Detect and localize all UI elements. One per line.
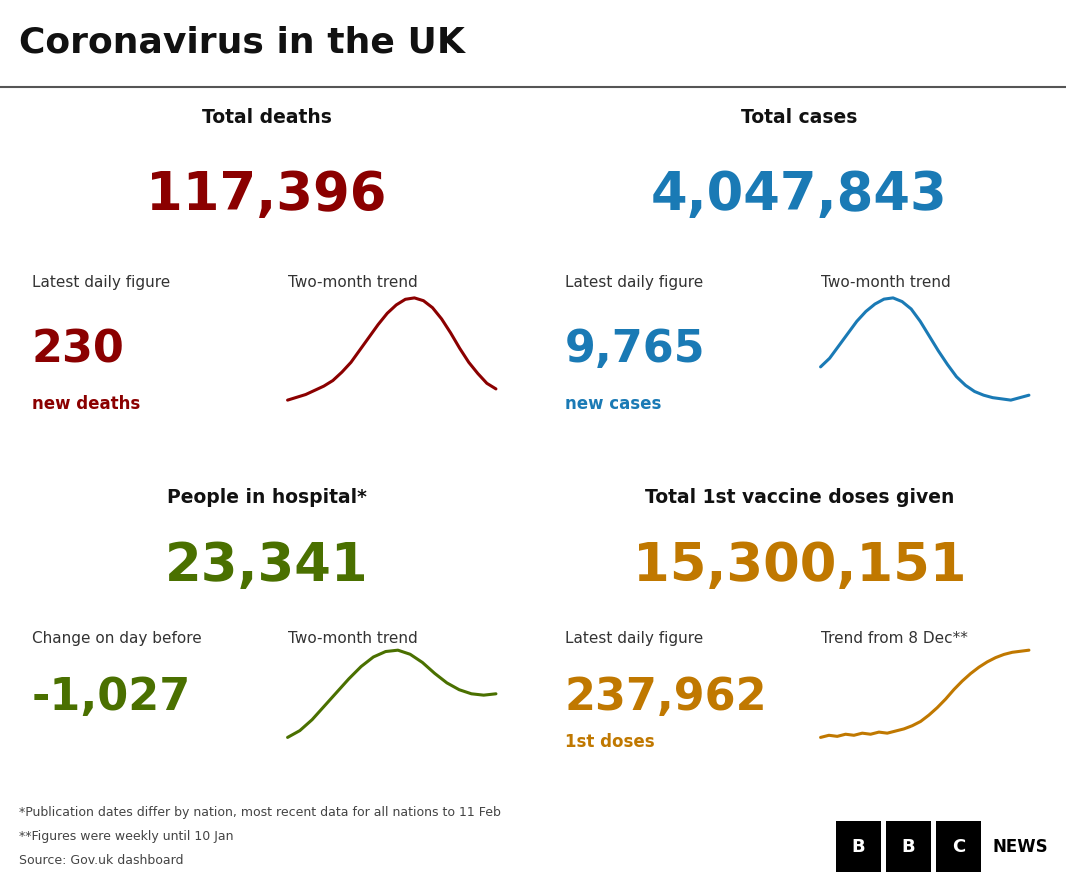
Text: Trend from 8 Dec**: Trend from 8 Dec** xyxy=(821,630,968,645)
Text: Latest daily figure: Latest daily figure xyxy=(565,630,704,645)
Text: People in hospital*: People in hospital* xyxy=(166,488,367,507)
Text: 15,300,151: 15,300,151 xyxy=(633,540,966,592)
Bar xyxy=(936,821,981,872)
Text: NEWS: NEWS xyxy=(992,838,1048,856)
Text: Latest daily figure: Latest daily figure xyxy=(565,275,704,290)
Text: new cases: new cases xyxy=(565,395,661,412)
Text: new deaths: new deaths xyxy=(32,395,141,412)
Text: 23,341: 23,341 xyxy=(164,540,369,592)
Text: Total deaths: Total deaths xyxy=(201,108,332,127)
Text: B: B xyxy=(852,838,865,856)
Text: Total cases: Total cases xyxy=(741,108,858,127)
Text: 230: 230 xyxy=(32,328,125,371)
Bar xyxy=(886,821,931,872)
Text: Two-month trend: Two-month trend xyxy=(288,275,418,290)
Text: 117,396: 117,396 xyxy=(146,169,387,221)
Text: **Figures were weekly until 10 Jan: **Figures were weekly until 10 Jan xyxy=(19,830,233,843)
Text: Two-month trend: Two-month trend xyxy=(821,275,951,290)
Text: -1,027: -1,027 xyxy=(32,676,191,719)
Text: Coronavirus in the UK: Coronavirus in the UK xyxy=(19,26,465,60)
Text: 9,765: 9,765 xyxy=(565,328,706,371)
Text: C: C xyxy=(952,838,965,856)
Text: Two-month trend: Two-month trend xyxy=(288,630,418,645)
Text: Source: Gov.uk dashboard: Source: Gov.uk dashboard xyxy=(19,854,183,867)
Bar xyxy=(836,821,881,872)
Text: B: B xyxy=(902,838,915,856)
Text: *Publication dates differ by nation, most recent data for all nations to 11 Feb: *Publication dates differ by nation, mos… xyxy=(19,806,501,819)
Text: 4,047,843: 4,047,843 xyxy=(651,169,948,221)
Text: 237,962: 237,962 xyxy=(565,676,768,719)
Text: Total 1st vaccine doses given: Total 1st vaccine doses given xyxy=(645,488,954,507)
Text: 1st doses: 1st doses xyxy=(565,733,655,751)
Text: Latest daily figure: Latest daily figure xyxy=(32,275,171,290)
Text: Change on day before: Change on day before xyxy=(32,630,201,645)
